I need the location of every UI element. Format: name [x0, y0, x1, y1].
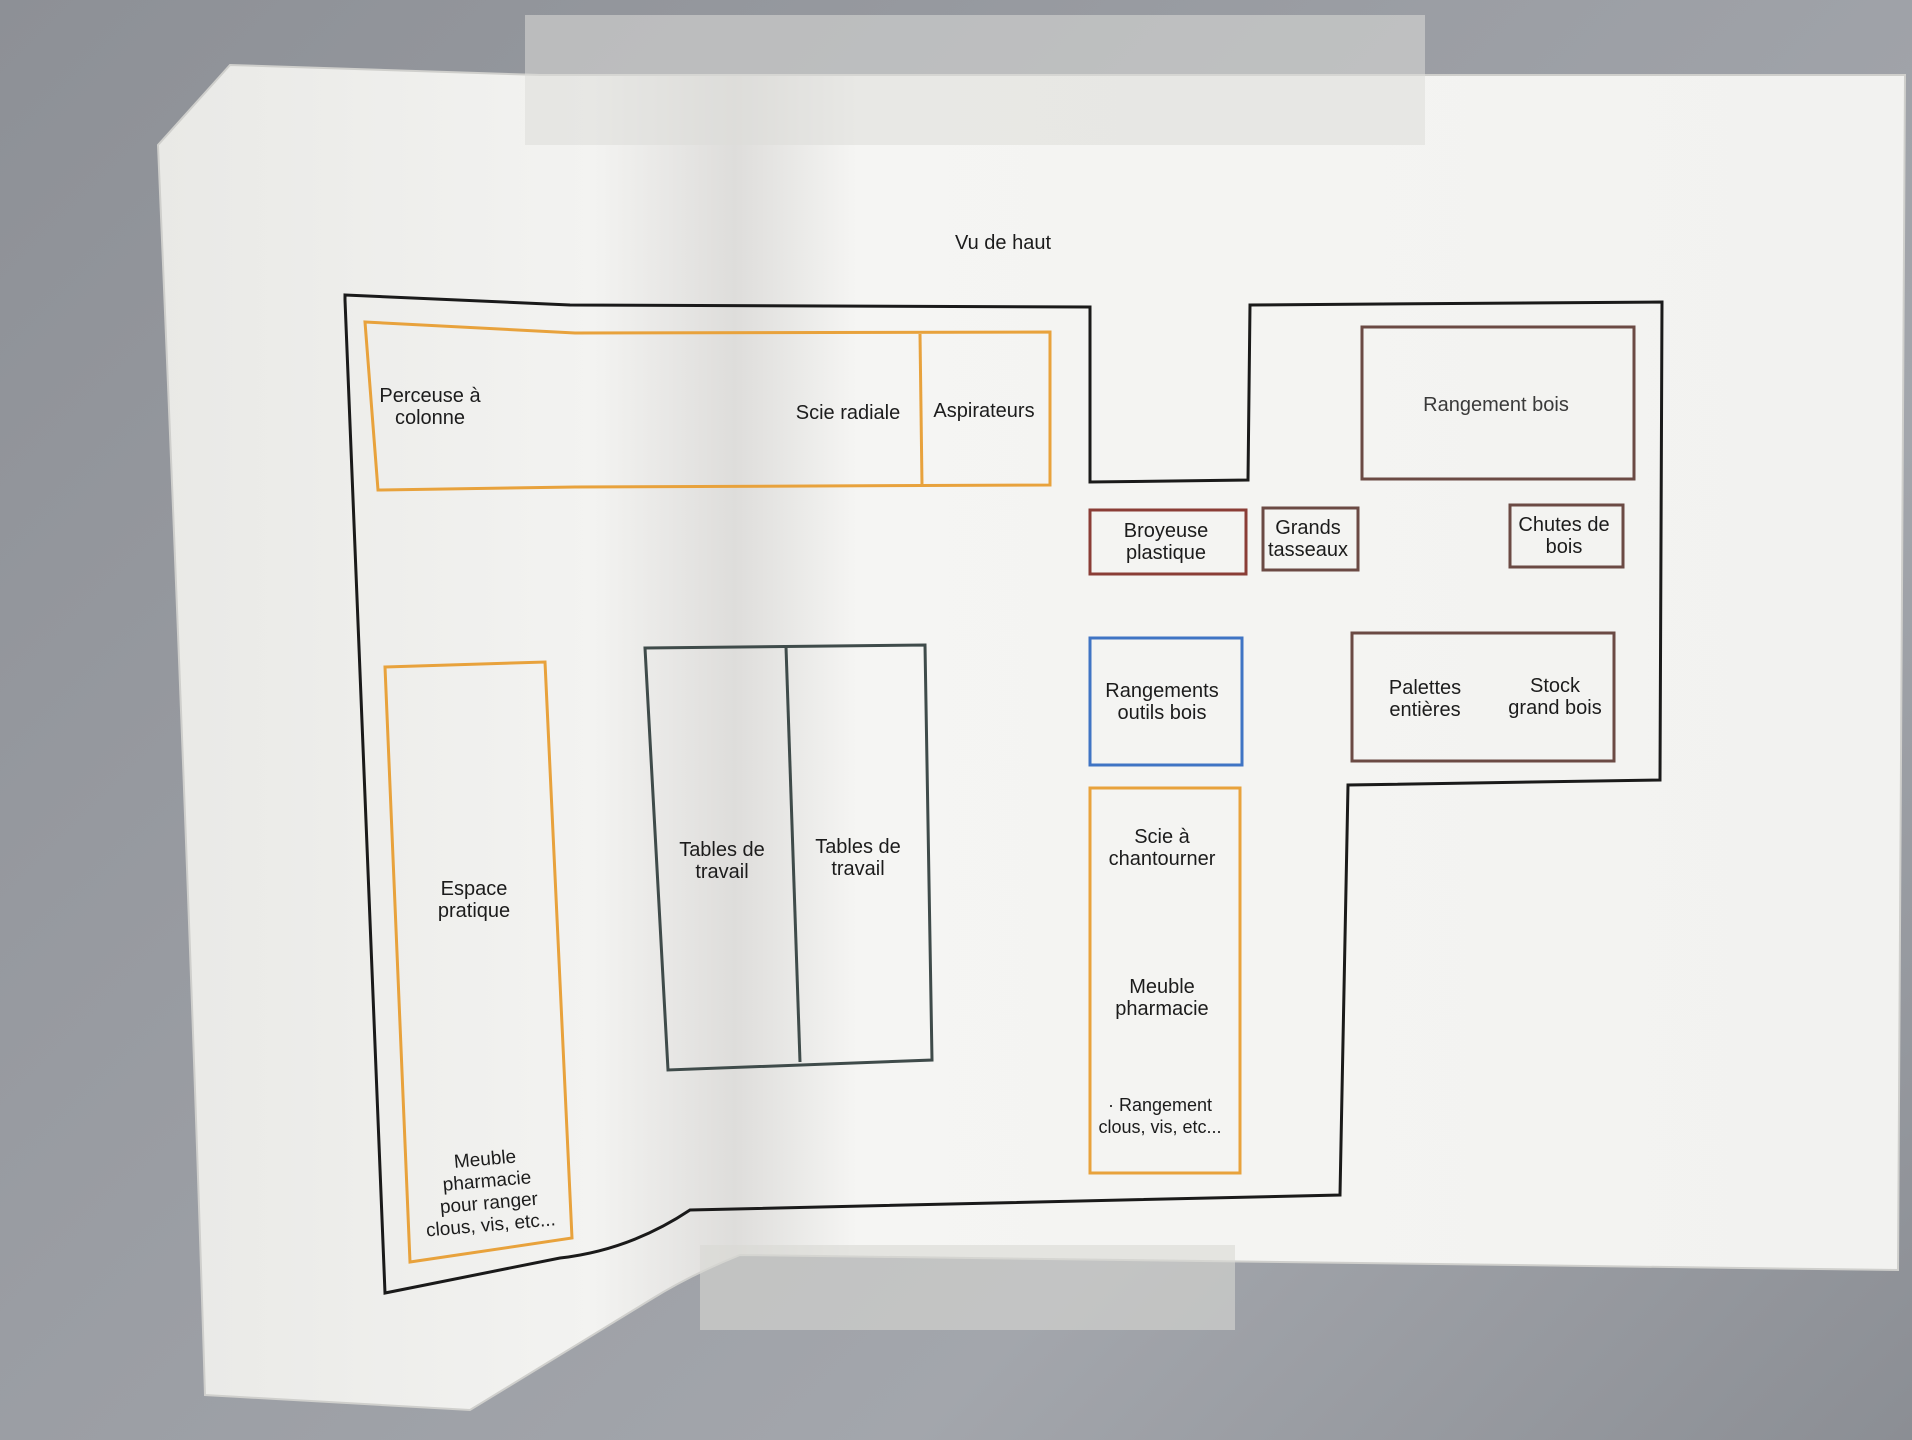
rangements-outils-box: [1088, 636, 1244, 767]
grands-tasseaux-box: [1261, 506, 1360, 572]
label-tables-1: Tables de travail: [679, 839, 765, 883]
label-espace-pratique: Espace pratique: [437, 878, 511, 922]
tape-bottom: [700, 1245, 1235, 1330]
label-scie-chantourner: Scie à chantourner: [1108, 826, 1216, 870]
label-aspirateurs: Aspirateurs: [933, 400, 1035, 422]
label-meuble-pharmacie: Meuble pharmacie: [1115, 976, 1209, 1020]
label-broyeuse: Broyeuse plastique: [1123, 520, 1209, 564]
label-rangement-bois: Rangement bois: [1423, 394, 1569, 416]
label-tables-2: Tables de travail: [815, 836, 901, 880]
label-grands-tasseaux: Grands tasseaux: [1267, 517, 1349, 561]
room-outline: [343, 293, 1664, 1295]
label-meuble-gauche: Meuble pharmacie pour ranger clous, vis,…: [425, 1146, 557, 1242]
rangement-bois-box: [1360, 325, 1636, 481]
label-stock: Stock grand bois: [1508, 675, 1602, 719]
chutes-bois-box: [1508, 503, 1625, 569]
label-rangement-clous: · Rangement clous, vis, etc...: [1098, 1095, 1222, 1137]
orange-top-box: [363, 320, 1052, 492]
tables-travail-box: [643, 643, 934, 1072]
tape-top: [525, 15, 1425, 145]
page-title: Vu de haut: [954, 232, 1052, 254]
palettes-stock-box: [1350, 631, 1616, 763]
label-scie-radiale: Scie radiale: [795, 402, 901, 424]
divider-aspirateurs: [918, 333, 924, 486]
label-palettes: Palettes entières: [1388, 677, 1462, 721]
broyeuse-box: [1088, 508, 1248, 576]
label-perceuse: Perceuse à colonne: [379, 385, 481, 429]
label-chutes-bois: Chutes de bois: [1518, 514, 1610, 558]
label-rangements-outils: Rangements outils bois: [1105, 680, 1219, 724]
tables-divider: [784, 646, 802, 1063]
orange-right-box: [1088, 786, 1242, 1175]
paper-sheet: [156, 63, 1907, 1412]
orange-left-box: [383, 660, 574, 1264]
